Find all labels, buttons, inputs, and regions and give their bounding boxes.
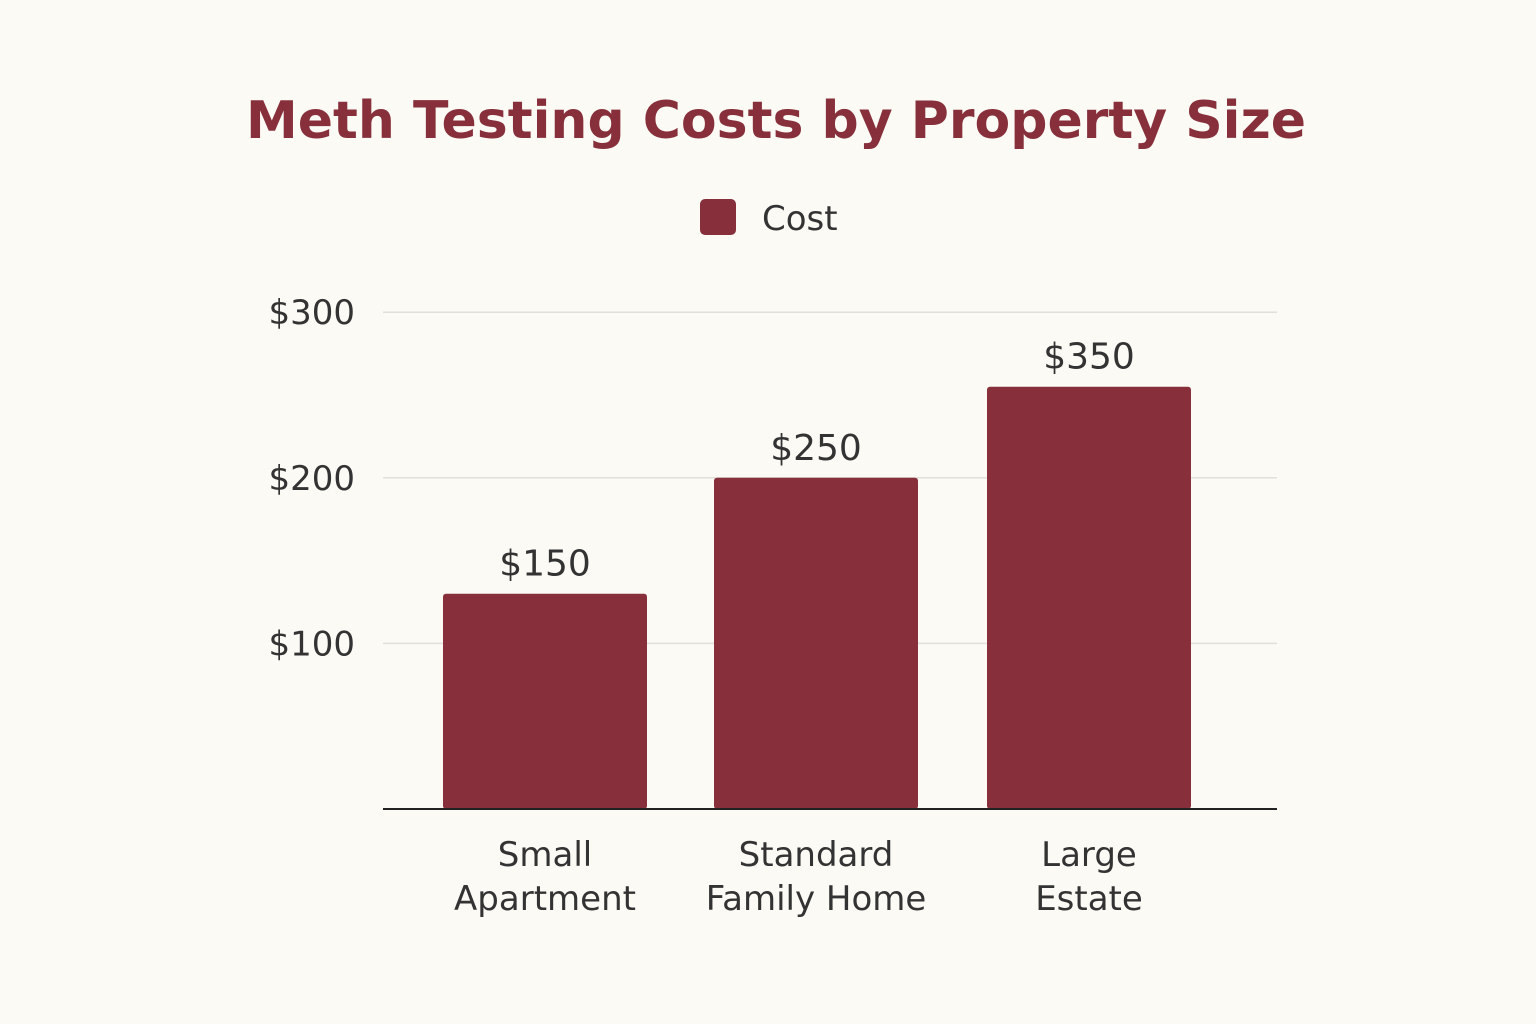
y-axis-ticks: $100 $200 $300 [268, 293, 355, 664]
bar-value-label: $150 [499, 544, 591, 585]
y-tick-label: $300 [268, 293, 355, 333]
data-labels: $150 $250 $350 [499, 337, 1135, 585]
x-category-label: Standard [739, 835, 894, 875]
legend-label-cost: Cost [762, 199, 838, 239]
x-category-label: Estate [1035, 879, 1143, 919]
x-category-label: Apartment [454, 879, 636, 919]
x-category-label: Large [1041, 835, 1137, 875]
bar-value-label: $250 [770, 428, 862, 469]
legend: Cost [700, 199, 838, 239]
bar [987, 386, 1191, 809]
x-category-label: Small [498, 835, 592, 875]
legend-swatch-cost [700, 199, 736, 235]
bar [714, 477, 918, 809]
bars [443, 386, 1191, 809]
y-tick-label: $100 [268, 624, 355, 664]
y-tick-label: $200 [268, 459, 355, 499]
chart-title: Meth Testing Costs by Property Size [246, 91, 1306, 151]
bar-value-label: $350 [1043, 337, 1135, 378]
x-category-label: Family Home [706, 879, 927, 919]
bar [443, 593, 647, 809]
